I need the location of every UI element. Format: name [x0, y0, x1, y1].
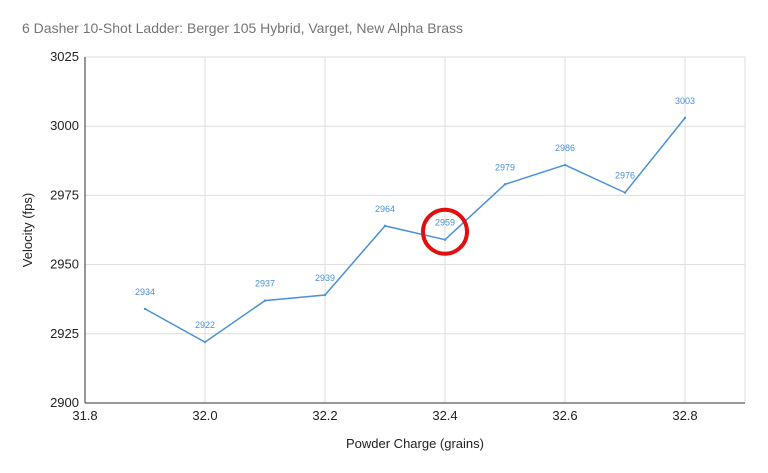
chart-title: 6 Dasher 10-Shot Ladder: Berger 105 Hybr… [22, 20, 463, 36]
data-label: 2959 [435, 218, 455, 228]
data-point [683, 116, 687, 120]
y-tick-label: 2950 [50, 257, 79, 272]
x-tick-label: 31.8 [72, 408, 97, 423]
x-tick-label: 32.6 [552, 408, 577, 423]
grid [85, 56, 746, 403]
data-labels: 2934 2922 2937 2939 2964 2959 2979 2986 2976 3003 [135, 96, 695, 330]
axes [84, 57, 745, 404]
series-velocity [143, 116, 687, 344]
annotations [421, 207, 469, 256]
data-label: 2934 [135, 287, 155, 297]
x-axis-label: Powder Charge (grains) [346, 436, 484, 451]
data-point [383, 224, 387, 228]
x-tick-label: 32.4 [432, 408, 457, 423]
data-label: 2986 [555, 143, 575, 153]
data-point [323, 293, 327, 297]
data-point [623, 191, 627, 194]
series-line [144, 117, 686, 343]
data-point [563, 163, 567, 167]
y-tick-label: 3025 [50, 49, 79, 64]
y-tick-label: 2975 [50, 187, 79, 202]
tick-labels: 2900 2925 2950 2975 3000 3025 31.8 32.0 32.2 32.4… [50, 49, 698, 423]
data-point [203, 340, 207, 344]
data-point [143, 307, 147, 311]
data-point [263, 299, 267, 302]
x-tick-label: 32.0 [192, 408, 217, 423]
data-point [503, 183, 507, 186]
x-tick-label: 32.8 [672, 408, 697, 423]
data-label: 2976 [615, 171, 635, 181]
y-tick-label: 2900 [50, 395, 79, 410]
y-axis-label: Velocity (fps) [20, 193, 35, 267]
data-label: 2979 [495, 162, 515, 172]
data-label: 2939 [315, 273, 335, 283]
x-tick-label: 32.2 [312, 408, 337, 423]
y-tick-label: 2925 [50, 326, 79, 341]
y-tick-label: 3000 [50, 118, 79, 133]
highlight-circle [421, 207, 469, 256]
data-label: 3003 [675, 96, 695, 106]
data-label: 2922 [195, 320, 215, 330]
data-label: 2964 [375, 204, 395, 214]
data-point [443, 238, 447, 241]
data-label: 2937 [255, 279, 275, 289]
